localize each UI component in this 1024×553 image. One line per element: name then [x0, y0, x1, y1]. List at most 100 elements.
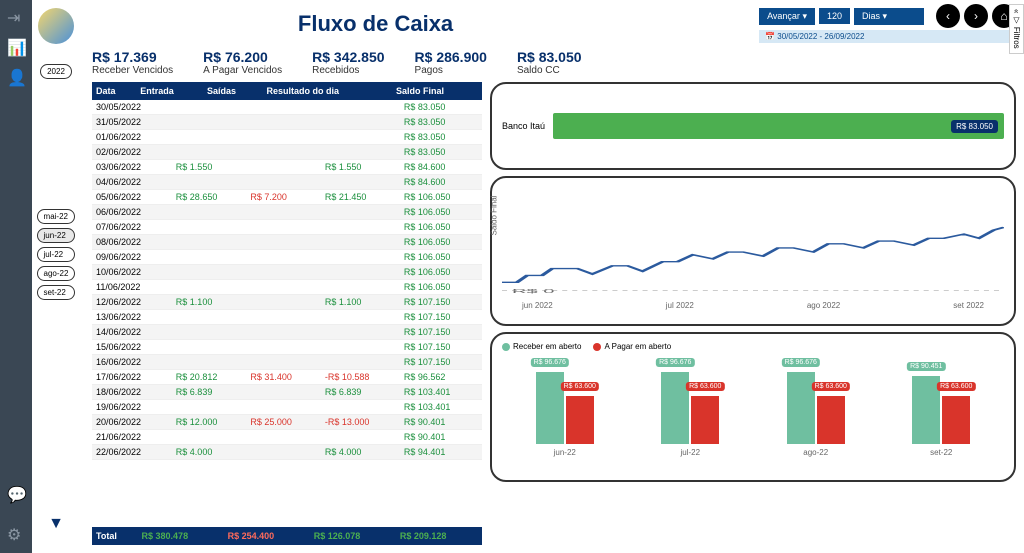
bar-group: R$ 96.676 R$ 63.600 jun-22	[536, 372, 594, 457]
table-row[interactable]: 09/06/2022R$ 106.050	[92, 250, 482, 265]
table-row[interactable]: 12/06/2022R$ 1.100R$ 1.100R$ 107.150	[92, 295, 482, 310]
table-row[interactable]: 08/06/2022R$ 106.050	[92, 235, 482, 250]
month-pill-jul-22[interactable]: jul-22	[37, 247, 76, 262]
kpi-value: R$ 83.050	[517, 49, 582, 65]
kpi-label: Saldo CC	[517, 65, 582, 76]
line-chart: R$ 0	[502, 186, 1004, 296]
x-label: ago 2022	[807, 301, 840, 310]
table-row[interactable]: 17/06/2022R$ 20.812R$ 31.400-R$ 10.588R$…	[92, 370, 482, 385]
kpi: R$ 286.900Pagos	[415, 49, 487, 76]
table-row[interactable]: 06/06/2022R$ 106.050	[92, 205, 482, 220]
col-header[interactable]: Data	[92, 82, 136, 100]
month-pill-jun-22[interactable]: jun-22	[37, 228, 76, 243]
pay-bar: R$ 63.600	[817, 396, 845, 444]
line-chart-panel: Saldo Final R$ 0 jun 2022jul 2022ago 202…	[490, 176, 1016, 326]
days-value[interactable]: 120	[819, 8, 850, 24]
bank-label: Banco Itaú	[502, 121, 545, 131]
kpi-label: Pagos	[415, 65, 487, 76]
top-controls: Avançar ▾ 120 Dias ▾ ‹ › ⌂	[759, 4, 1016, 28]
recv-bar: R$ 96.676	[536, 372, 564, 444]
x-label: jul 2022	[666, 301, 694, 310]
user-icon[interactable]: 👤	[7, 68, 25, 86]
table-row[interactable]: 02/06/2022R$ 83.050	[92, 145, 482, 160]
next-button[interactable]: ›	[964, 4, 988, 28]
kpi-value: R$ 76.200	[203, 49, 282, 65]
table-row[interactable]: 16/06/2022R$ 107.150	[92, 355, 482, 370]
side-months: 2022 mai-22 jun-22 jul-22 ago-22 set-22 ▼	[32, 0, 80, 553]
recv-bar: R$ 90.451	[912, 376, 940, 444]
grouped-bar-panel: Receber em aberto A Pagar em aberto R$ 96…	[490, 332, 1016, 482]
kpi-label: A Pagar Vencidos	[203, 65, 282, 76]
table-row[interactable]: 13/06/2022R$ 107.150	[92, 310, 482, 325]
table-row[interactable]: 10/06/2022R$ 106.050	[92, 265, 482, 280]
left-nav: ⇥ 📊 👤 💬 ⚙	[0, 0, 32, 553]
cashflow-table: DataEntradaSaídasResultado do diaSaldo F…	[92, 82, 482, 545]
bank-bar-panel: Banco Itaú R$ 83.050	[490, 82, 1016, 170]
table-row[interactable]: 01/06/2022R$ 83.050	[92, 130, 482, 145]
chat-icon[interactable]: 💬	[7, 485, 25, 503]
kpi: R$ 76.200A Pagar Vencidos	[203, 49, 282, 76]
table-row[interactable]: 19/06/2022R$ 103.401	[92, 400, 482, 415]
table-row[interactable]: 11/06/2022R$ 106.050	[92, 280, 482, 295]
kpi-row: R$ 17.369Receber Vencidos R$ 76.200A Paga…	[92, 49, 1016, 76]
table-row[interactable]: 05/06/2022R$ 28.650R$ 7.200R$ 21.450R$ 1…	[92, 190, 482, 205]
bank-bar: R$ 83.050	[553, 113, 1004, 139]
bar-group: R$ 96.676 R$ 63.600 jul-22	[661, 372, 719, 457]
month-pill-mai-22[interactable]: mai-22	[37, 209, 76, 224]
chart-icon[interactable]: 📊	[7, 38, 25, 56]
month-pill-ago-22[interactable]: ago-22	[37, 266, 76, 281]
x-label: jun 2022	[522, 301, 553, 310]
legend-item: A Pagar em aberto	[593, 342, 671, 351]
recv-bar: R$ 96.676	[661, 372, 689, 444]
group-label: ago-22	[803, 448, 828, 457]
filter-icon[interactable]: ▼	[48, 515, 64, 533]
pay-bar: R$ 63.600	[942, 396, 970, 444]
kpi: R$ 83.050Saldo CC	[517, 49, 582, 76]
settings-icon[interactable]: ⚙	[7, 525, 25, 543]
bank-value: R$ 83.050	[951, 120, 998, 133]
pay-bar: R$ 63.600	[691, 396, 719, 444]
date-range[interactable]: 📅 30/05/2022 - 26/09/2022	[759, 30, 1016, 43]
bar-group: R$ 96.676 R$ 63.600 ago-22	[787, 372, 845, 457]
line-xaxis: jun 2022 jul 2022 ago 2022 set 2022	[502, 301, 1004, 310]
recv-bar: R$ 96.676	[787, 372, 815, 444]
table-row[interactable]: 07/06/2022R$ 106.050	[92, 220, 482, 235]
kpi: R$ 17.369Receber Vencidos	[92, 49, 173, 76]
pay-bar: R$ 63.600	[566, 396, 594, 444]
table-row[interactable]: 31/05/2022R$ 83.050	[92, 115, 482, 130]
kpi-label: Recebidos	[312, 65, 384, 76]
group-label: jul-22	[680, 448, 700, 457]
filters-tab[interactable]: « ▽ Filtros	[1009, 4, 1024, 54]
x-label: set 2022	[953, 301, 984, 310]
table-row[interactable]: 14/06/2022R$ 107.150	[92, 325, 482, 340]
col-header[interactable]: Entrada	[136, 82, 203, 100]
col-header[interactable]: Saldo Final	[392, 82, 482, 100]
table-row[interactable]: 15/06/2022R$ 107.150	[92, 340, 482, 355]
kpi-value: R$ 17.369	[92, 49, 173, 65]
table-row[interactable]: 03/06/2022R$ 1.550R$ 1.550R$ 84.600	[92, 160, 482, 175]
col-header[interactable]: Saídas	[203, 82, 263, 100]
col-header[interactable]: Resultado do dia	[263, 82, 392, 100]
legend: Receber em aberto A Pagar em aberto	[502, 342, 1004, 351]
table-row[interactable]: 21/06/2022R$ 90.401	[92, 430, 482, 445]
table-row[interactable]: 20/06/2022R$ 12.000R$ 25.000-R$ 13.000R$…	[92, 415, 482, 430]
days-label[interactable]: Dias ▾	[854, 8, 924, 25]
year-pill[interactable]: 2022	[40, 64, 72, 79]
page-title: Fluxo de Caixa	[0, 11, 759, 37]
table-row[interactable]: 04/06/2022R$ 84.600	[92, 175, 482, 190]
kpi-value: R$ 342.850	[312, 49, 384, 65]
advance-button[interactable]: Avançar ▾	[759, 8, 815, 25]
table-row[interactable]: 22/06/2022R$ 4.000R$ 4.000R$ 94.401	[92, 445, 482, 460]
month-pill-set-22[interactable]: set-22	[37, 285, 76, 300]
prev-button[interactable]: ‹	[936, 4, 960, 28]
kpi: R$ 342.850Recebidos	[312, 49, 384, 76]
svg-text:R$ 0: R$ 0	[512, 289, 554, 295]
legend-item: Receber em aberto	[502, 342, 581, 351]
bar-group: R$ 90.451 R$ 63.600 set-22	[912, 376, 970, 457]
table-row[interactable]: 30/05/2022R$ 83.050	[92, 100, 482, 115]
group-label: set-22	[930, 448, 952, 457]
group-label: jun-22	[554, 448, 576, 457]
kpi-value: R$ 286.900	[415, 49, 487, 65]
kpi-label: Receber Vencidos	[92, 65, 173, 76]
table-row[interactable]: 18/06/2022R$ 6.839R$ 6.839R$ 103.401	[92, 385, 482, 400]
